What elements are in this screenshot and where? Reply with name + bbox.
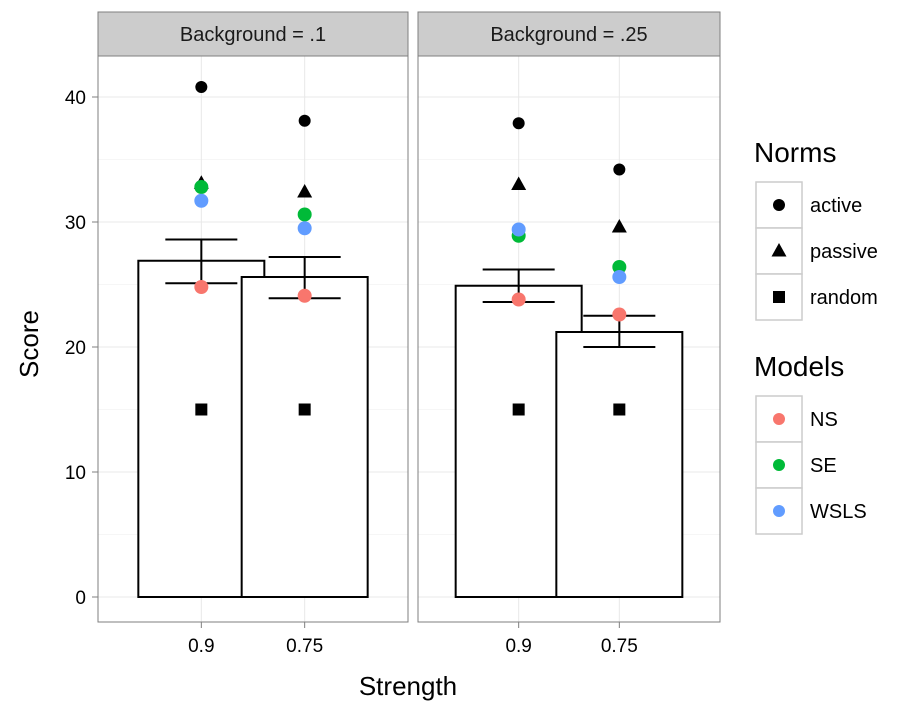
point-ns bbox=[194, 280, 209, 294]
legend-active-icon bbox=[773, 199, 785, 211]
point-random bbox=[512, 403, 525, 416]
legend-passive-icon bbox=[771, 243, 787, 257]
legend-norms: Norms active passive random bbox=[754, 137, 878, 321]
panel-border bbox=[97, 55, 409, 623]
y-tick-label: 20 bbox=[65, 338, 86, 359]
legend-random-icon bbox=[773, 291, 785, 303]
x-tick-label: 0.75 bbox=[286, 636, 323, 657]
legend-label: NS bbox=[810, 409, 838, 431]
x-tick-label: 0.9 bbox=[505, 636, 531, 657]
point-active bbox=[298, 114, 311, 127]
point-random bbox=[613, 403, 626, 416]
legend-label: WSLS bbox=[810, 501, 867, 523]
panel-border bbox=[417, 55, 721, 623]
point-wsls bbox=[511, 222, 526, 237]
legend-label: passive bbox=[810, 241, 878, 263]
legend-label: random bbox=[810, 287, 878, 309]
legend-se-icon bbox=[773, 459, 785, 471]
x-axis: 0.9 0.75 0.9 0.75 bbox=[188, 622, 638, 657]
y-tick-label: 0 bbox=[75, 588, 86, 609]
point-wsls bbox=[297, 221, 312, 236]
legend-entry: passive bbox=[755, 227, 878, 275]
legend-entry: SE bbox=[755, 441, 837, 489]
legend-wsls-icon bbox=[773, 505, 785, 517]
point-passive bbox=[511, 176, 527, 190]
y-tick-label: 40 bbox=[65, 88, 86, 109]
point-se bbox=[612, 260, 627, 274]
y-axis-title: Score bbox=[14, 310, 44, 378]
bar bbox=[240, 276, 369, 598]
y-tick-label: 10 bbox=[65, 463, 86, 484]
point-random bbox=[298, 403, 311, 416]
panel-strip bbox=[417, 11, 721, 57]
point-random bbox=[195, 403, 208, 416]
point-active bbox=[195, 81, 208, 93]
y-tick-label: 30 bbox=[65, 213, 86, 234]
point-ns bbox=[612, 307, 627, 322]
point-se bbox=[194, 180, 209, 194]
point-ns bbox=[297, 288, 312, 303]
point-wsls bbox=[612, 270, 627, 284]
x-axis-title: Strength bbox=[359, 671, 457, 701]
legend-label: SE bbox=[810, 455, 837, 477]
legend-entry: active bbox=[755, 181, 862, 229]
panel-1: Background = .1 bbox=[97, 11, 409, 623]
legend-models: Models NS SE WSLS bbox=[754, 351, 867, 535]
x-tick-label: 0.9 bbox=[188, 636, 214, 657]
panel-strip-label: Background = .1 bbox=[180, 24, 326, 46]
point-active bbox=[613, 163, 626, 176]
point-passive bbox=[611, 219, 627, 233]
legend-label: active bbox=[810, 195, 862, 217]
legend-title: Models bbox=[754, 351, 844, 382]
point-passive bbox=[297, 184, 313, 198]
panels: Background = .1 Background = .25 bbox=[97, 11, 721, 623]
legend-entry: NS bbox=[755, 395, 838, 443]
legend-title: Norms bbox=[754, 137, 836, 168]
point-wsls bbox=[194, 193, 209, 208]
panel-strip bbox=[97, 11, 409, 57]
point-active bbox=[512, 117, 525, 130]
legend-entry: WSLS bbox=[755, 487, 867, 535]
legend-ns-icon bbox=[773, 413, 785, 425]
y-axis: 0 10 20 30 40 bbox=[65, 88, 98, 609]
point-se bbox=[297, 207, 312, 222]
x-tick-label: 0.75 bbox=[601, 636, 638, 657]
bar bbox=[555, 331, 684, 598]
panel-strip-label: Background = .25 bbox=[490, 24, 647, 46]
legend: Norms active passive random Models NS SE WSLS bbox=[754, 137, 878, 535]
point-ns bbox=[511, 292, 526, 307]
panel-2: Background = .25 bbox=[417, 11, 721, 623]
legend-entry: random bbox=[755, 273, 878, 321]
